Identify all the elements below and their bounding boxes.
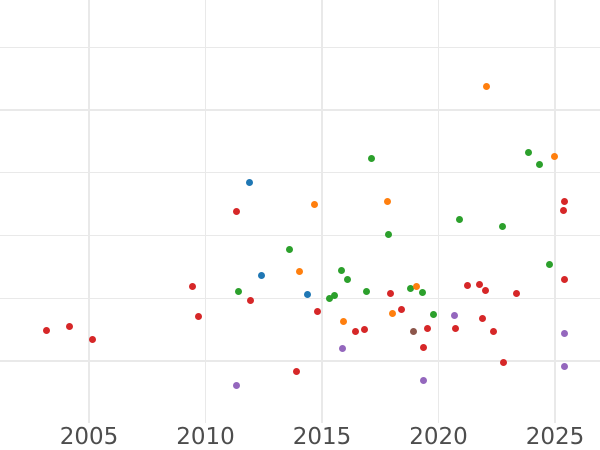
- horizontal-gridline: [0, 172, 600, 174]
- data-point-red: [560, 275, 568, 283]
- horizontal-gridline: [0, 46, 600, 48]
- data-point-red: [478, 315, 486, 323]
- data-point-orange: [550, 153, 558, 160]
- data-point-orange: [339, 317, 347, 325]
- data-point-green: [499, 223, 506, 230]
- data-point-red: [314, 307, 322, 315]
- vertical-gridline: [321, 0, 323, 423]
- data-point-red: [232, 207, 240, 215]
- data-point-orange: [482, 82, 490, 90]
- data-point-orange: [310, 200, 318, 208]
- data-point-green: [330, 292, 338, 300]
- data-point-red: [42, 326, 50, 334]
- data-point-red: [246, 296, 254, 304]
- data-point-red: [559, 207, 567, 215]
- data-point-green: [367, 154, 375, 162]
- data-point-red: [451, 324, 459, 332]
- data-point-green: [337, 266, 345, 274]
- data-point-red: [419, 344, 427, 351]
- horizontal-gridline: [0, 360, 600, 362]
- x-tick-label: 2005: [59, 424, 119, 450]
- data-point-red: [481, 286, 489, 294]
- data-point-red: [189, 282, 197, 290]
- data-point-orange: [383, 197, 391, 205]
- data-point-green: [325, 294, 333, 302]
- data-point-green: [285, 245, 293, 253]
- data-point-green: [535, 160, 543, 168]
- data-point-red: [560, 197, 568, 205]
- vertical-gridline: [554, 0, 556, 423]
- data-point-orange: [295, 267, 303, 275]
- data-point-red: [397, 306, 405, 313]
- data-point-blue: [304, 290, 311, 298]
- data-point-green: [429, 310, 437, 318]
- horizontal-gridline: [0, 109, 600, 111]
- data-point-red: [292, 368, 300, 375]
- data-point-green: [546, 260, 553, 268]
- data-point-purple: [451, 311, 459, 319]
- horizontal-gridline: [0, 234, 600, 237]
- data-point-purple: [561, 330, 568, 337]
- horizontal-gridline: [0, 297, 600, 299]
- data-point-purple: [561, 363, 568, 370]
- data-point-red: [351, 327, 359, 335]
- data-point-red: [360, 325, 368, 333]
- vertical-gridline: [88, 0, 90, 423]
- data-point-red: [423, 324, 431, 332]
- data-point-orange: [412, 282, 420, 290]
- data-point-blue: [245, 178, 253, 186]
- data-point-blue: [257, 271, 265, 279]
- data-point-purple: [338, 344, 346, 352]
- data-point-red: [89, 335, 97, 343]
- data-point-red: [475, 280, 483, 288]
- data-point-purple: [232, 381, 240, 389]
- data-point-red: [65, 322, 73, 330]
- data-point-green: [525, 149, 533, 157]
- data-point-red: [512, 289, 520, 297]
- data-point-red: [463, 282, 471, 290]
- data-point-purple: [420, 376, 428, 384]
- vertical-gridline: [204, 0, 207, 423]
- vertical-gridline: [437, 0, 440, 423]
- data-point-red: [499, 358, 507, 366]
- data-point-green: [343, 275, 351, 283]
- data-point-brown: [409, 328, 417, 336]
- data-point-orange: [389, 309, 396, 317]
- x-tick-label: 2020: [409, 424, 468, 450]
- data-point-green: [455, 215, 463, 223]
- x-tick-label: 2015: [292, 424, 352, 450]
- data-point-green: [234, 288, 242, 295]
- data-point-red: [489, 328, 497, 335]
- x-tick-label: 2010: [176, 424, 235, 450]
- data-point-green: [406, 284, 414, 292]
- data-point-red: [386, 290, 394, 298]
- data-point-red: [195, 313, 203, 321]
- data-point-green: [384, 230, 392, 238]
- data-point-green: [363, 288, 370, 295]
- data-point-green: [419, 289, 427, 297]
- x-tick-label: 2025: [525, 424, 585, 450]
